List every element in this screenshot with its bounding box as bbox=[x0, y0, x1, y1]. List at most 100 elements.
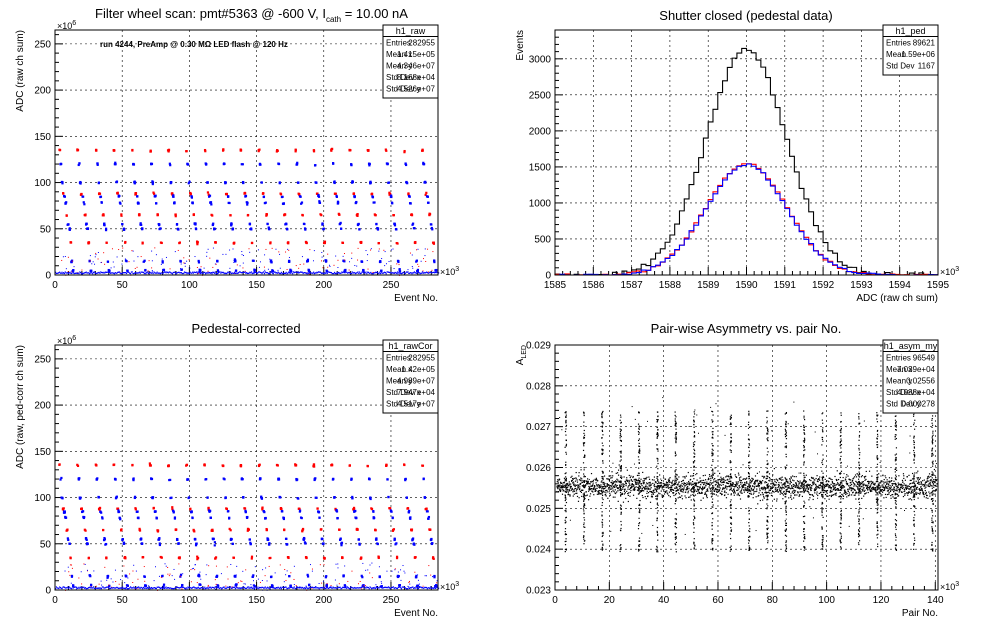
data-point bbox=[134, 181, 137, 184]
data-point bbox=[806, 484, 808, 486]
data-point bbox=[277, 162, 280, 165]
baseline-point bbox=[317, 272, 319, 274]
baseline-point bbox=[198, 271, 200, 273]
data-point bbox=[95, 464, 98, 467]
data-point bbox=[616, 478, 618, 480]
data-point bbox=[252, 574, 255, 577]
data-point bbox=[152, 191, 155, 194]
data-point bbox=[85, 222, 88, 225]
data-point bbox=[707, 482, 710, 485]
baseline-point bbox=[261, 586, 263, 588]
data-point bbox=[294, 463, 297, 466]
data-point bbox=[666, 490, 668, 492]
data-point bbox=[809, 497, 811, 499]
baseline-point bbox=[159, 273, 162, 275]
data-point bbox=[662, 495, 664, 497]
data-point bbox=[168, 162, 171, 165]
baseline-point bbox=[135, 272, 137, 274]
data-point bbox=[558, 489, 561, 491]
data-point bbox=[815, 485, 818, 487]
data-point bbox=[814, 489, 817, 491]
data-point bbox=[778, 489, 781, 491]
data-point bbox=[763, 487, 765, 490]
data-point bbox=[63, 511, 66, 514]
baseline-point bbox=[88, 586, 90, 589]
data-point bbox=[806, 485, 808, 487]
data-point bbox=[783, 482, 786, 484]
baseline-point bbox=[61, 587, 63, 590]
baseline-point bbox=[60, 272, 62, 274]
data-point bbox=[571, 479, 573, 482]
y-axis-label: Events bbox=[515, 30, 526, 61]
data-point bbox=[103, 223, 106, 226]
baseline-point bbox=[207, 586, 209, 588]
data-point bbox=[406, 507, 409, 510]
baseline-point bbox=[89, 272, 91, 274]
data-point bbox=[604, 490, 607, 492]
baseline-point bbox=[336, 587, 338, 589]
data-point bbox=[294, 148, 297, 152]
baseline-point bbox=[152, 587, 154, 589]
data-point bbox=[222, 162, 226, 165]
data-point bbox=[241, 580, 243, 582]
data-point bbox=[817, 480, 819, 483]
baseline-point bbox=[142, 271, 144, 273]
data-point bbox=[583, 500, 585, 502]
data-point bbox=[808, 499, 810, 501]
baseline-point bbox=[288, 587, 290, 589]
baseline-point bbox=[149, 587, 151, 589]
data-point bbox=[667, 479, 670, 481]
data-point bbox=[334, 192, 337, 195]
baseline-point bbox=[387, 271, 389, 273]
baseline-point bbox=[332, 272, 334, 275]
baseline-point bbox=[111, 587, 113, 589]
baseline-point bbox=[275, 272, 278, 274]
baseline-point bbox=[117, 271, 119, 273]
x-tick-label: 100 bbox=[181, 595, 198, 606]
baseline-point bbox=[283, 272, 286, 274]
y-tick-label: 50 bbox=[40, 539, 52, 550]
data-point bbox=[192, 213, 195, 216]
baseline-point bbox=[92, 586, 95, 588]
data-point bbox=[241, 251, 243, 253]
data-point bbox=[701, 489, 703, 491]
data-point bbox=[422, 477, 425, 480]
data-point bbox=[340, 542, 343, 545]
data-point bbox=[113, 463, 116, 466]
baseline-point bbox=[255, 586, 257, 588]
data-point bbox=[565, 483, 568, 485]
data-point bbox=[731, 483, 733, 486]
y-tick-label: 150 bbox=[34, 447, 51, 458]
data-point bbox=[632, 489, 634, 491]
baseline-point bbox=[392, 272, 395, 274]
data-point bbox=[409, 516, 412, 519]
data-point bbox=[704, 492, 706, 494]
data-point bbox=[670, 487, 672, 489]
baseline-point bbox=[412, 586, 414, 588]
stats-row-label: Entries bbox=[886, 39, 911, 48]
data-point bbox=[769, 492, 771, 494]
data-point bbox=[78, 477, 81, 480]
baseline-point bbox=[375, 271, 378, 274]
data-point bbox=[162, 268, 166, 272]
data-point bbox=[727, 478, 729, 481]
baseline-point bbox=[209, 586, 212, 588]
data-point bbox=[282, 516, 285, 520]
baseline-point bbox=[228, 586, 230, 588]
data-point bbox=[773, 468, 775, 470]
baseline-point bbox=[138, 587, 141, 589]
data-point bbox=[307, 269, 311, 272]
data-point bbox=[98, 583, 100, 585]
data-point bbox=[593, 494, 595, 496]
data-point bbox=[794, 486, 797, 488]
baseline-point bbox=[350, 272, 352, 275]
data-point bbox=[783, 483, 785, 485]
data-point bbox=[431, 228, 434, 231]
data-point bbox=[263, 266, 265, 268]
data-point bbox=[90, 583, 93, 586]
baseline-point bbox=[161, 587, 163, 590]
data-point bbox=[639, 491, 642, 493]
data-point bbox=[695, 484, 697, 486]
data-point bbox=[259, 581, 261, 583]
baseline-point bbox=[164, 271, 166, 273]
